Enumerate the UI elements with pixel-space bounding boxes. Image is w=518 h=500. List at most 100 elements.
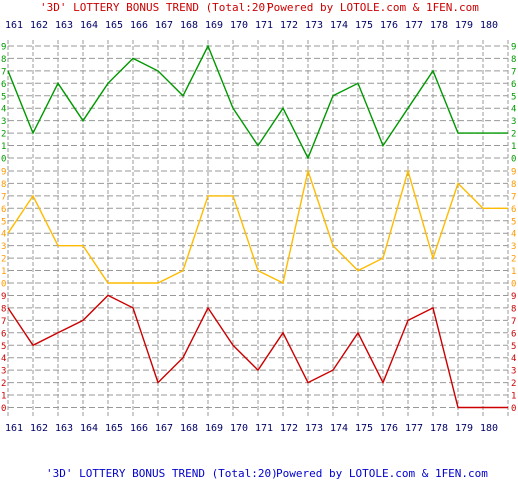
x-tick-label-bottom: 173 xyxy=(305,423,323,434)
x-tick-label-bottom: 174 xyxy=(330,423,348,434)
y-tick-label-right: 1 xyxy=(511,142,516,152)
y-tick-label-right: 5 xyxy=(511,92,516,102)
y-axis-right-labels: 0 1 2 3 4 5 6 7 8 9 0 1 2 3 4 5 6 7 8 9 0 1 2 3 4 5 6 7 8 9 xyxy=(511,42,516,414)
y-tick-label-left: 2 xyxy=(1,379,6,389)
x-tick-label-bottom: 167 xyxy=(155,423,173,434)
series-line xyxy=(7,294,508,409)
y-tick-label-right: 8 xyxy=(511,180,516,190)
y-tick-label-left: 1 xyxy=(1,267,6,277)
x-tick-label-top: 179 xyxy=(455,20,473,31)
x-axis-bottom-labels: 161 162 163 164 165 166 167 168 169 170 171 172 173 1… xyxy=(5,423,498,434)
y-tick-label-right: 9 xyxy=(511,292,516,302)
x-tick-label-top: 177 xyxy=(405,20,423,31)
y-tick-label-right: 1 xyxy=(511,392,516,402)
y-tick-label-left: 1 xyxy=(1,392,6,402)
footer-credit: Powered by LOTOLE.com & 1FEN.com xyxy=(276,467,488,480)
y-tick-label-left: 2 xyxy=(1,130,6,140)
y-tick-label-right: 3 xyxy=(511,367,516,377)
y-tick-label-right: 7 xyxy=(511,192,516,202)
x-tick-label-top: 174 xyxy=(330,20,348,31)
x-tick-label-top: 173 xyxy=(305,20,323,31)
y-tick-label-right: 7 xyxy=(511,317,516,327)
x-tick-label-bottom: 163 xyxy=(55,423,73,434)
y-tick-label-right: 3 xyxy=(511,242,516,252)
y-tick-label-right: 5 xyxy=(511,342,516,352)
y-tick-label-right: 1 xyxy=(511,267,516,277)
x-tick-label-top: 166 xyxy=(130,20,148,31)
y-tick-label-left: 1 xyxy=(1,142,6,152)
y-tick-label-left: 0 xyxy=(1,155,6,165)
y-tick-label-left: 3 xyxy=(1,367,6,377)
y-tick-label-right: 4 xyxy=(511,230,516,240)
x-tick-label-top: 180 xyxy=(480,20,498,31)
x-tick-label-bottom: 165 xyxy=(105,423,123,434)
grid-lines xyxy=(7,40,509,416)
x-tick-label-top: 172 xyxy=(280,20,298,31)
x-tick-label-bottom: 169 xyxy=(205,423,223,434)
y-tick-label-right: 2 xyxy=(511,130,516,140)
y-tick-label-right: 3 xyxy=(511,117,516,127)
x-tick-label-bottom: 176 xyxy=(380,423,398,434)
x-tick-label-bottom: 172 xyxy=(280,423,298,434)
y-tick-label-right: 5 xyxy=(511,217,516,227)
x-tick-label-bottom: 168 xyxy=(180,423,198,434)
y-tick-label-left: 7 xyxy=(1,317,6,327)
y-tick-label-left: 5 xyxy=(1,217,6,227)
x-tick-label-top: 163 xyxy=(55,20,73,31)
x-tick-label-bottom: 161 xyxy=(5,423,23,434)
y-tick-label-right: 2 xyxy=(511,255,516,265)
x-tick-label-top: 165 xyxy=(105,20,123,31)
y-tick-label-right: 8 xyxy=(511,55,516,65)
x-tick-label-bottom: 166 xyxy=(130,423,148,434)
x-tick-label-top: 176 xyxy=(380,20,398,31)
x-tick-label-top: 169 xyxy=(205,20,223,31)
x-tick-label-bottom: 175 xyxy=(355,423,373,434)
x-tick-label-top: 175 xyxy=(355,20,373,31)
y-tick-label-left: 6 xyxy=(1,205,6,215)
x-tick-label-bottom: 162 xyxy=(30,423,48,434)
y-tick-label-right: 2 xyxy=(511,379,516,389)
y-tick-label-right: 9 xyxy=(511,42,516,52)
y-tick-label-left: 9 xyxy=(1,292,6,302)
x-tick-label-top: 162 xyxy=(30,20,48,31)
y-tick-label-left: 8 xyxy=(1,304,6,314)
x-tick-label-top: 161 xyxy=(5,20,23,31)
y-tick-label-right: 8 xyxy=(511,304,516,314)
x-axis-top-labels: 161 162 163 164 165 166 167 168 169 170 171 172 173 1… xyxy=(5,20,498,31)
y-tick-label-left: 3 xyxy=(1,117,6,127)
series-line xyxy=(7,44,508,160)
y-tick-label-right: 6 xyxy=(511,205,516,215)
y-tick-label-left: 0 xyxy=(1,280,6,290)
y-tick-label-left: 9 xyxy=(1,42,6,52)
y-tick-label-left: 7 xyxy=(1,67,6,77)
y-tick-label-left: 2 xyxy=(1,255,6,265)
y-tick-label-left: 8 xyxy=(1,180,6,190)
y-tick-label-right: 6 xyxy=(511,329,516,339)
y-tick-label-right: 0 xyxy=(511,280,516,290)
x-tick-label-top: 164 xyxy=(80,20,98,31)
y-tick-label-left: 4 xyxy=(1,354,6,364)
chart-credit: Powered by LOTOLE.com & 1FEN.com xyxy=(267,1,479,14)
footer-title: '3D' LOTTERY BONUS TREND (Total:20) xyxy=(46,467,278,480)
x-tick-label-top: 178 xyxy=(430,20,448,31)
y-tick-label-left: 0 xyxy=(1,404,6,414)
x-tick-label-bottom: 177 xyxy=(405,423,423,434)
y-tick-label-right: 7 xyxy=(511,67,516,77)
y-tick-label-right: 0 xyxy=(511,404,516,414)
y-tick-label-left: 9 xyxy=(1,167,6,177)
y-tick-label-left: 8 xyxy=(1,55,6,65)
y-tick-label-right: 9 xyxy=(511,167,516,177)
chart-title: '3D' LOTTERY BONUS TREND (Total:20) xyxy=(40,1,272,14)
y-tick-label-left: 4 xyxy=(1,230,6,240)
x-tick-label-top: 171 xyxy=(255,20,273,31)
y-tick-label-right: 6 xyxy=(511,80,516,90)
x-tick-label-top: 170 xyxy=(230,20,248,31)
x-tick-label-bottom: 180 xyxy=(480,423,498,434)
y-tick-label-left: 3 xyxy=(1,242,6,252)
x-tick-label-bottom: 170 xyxy=(230,423,248,434)
x-tick-label-bottom: 171 xyxy=(255,423,273,434)
x-tick-label-top: 167 xyxy=(155,20,173,31)
y-tick-label-left: 6 xyxy=(1,329,6,339)
